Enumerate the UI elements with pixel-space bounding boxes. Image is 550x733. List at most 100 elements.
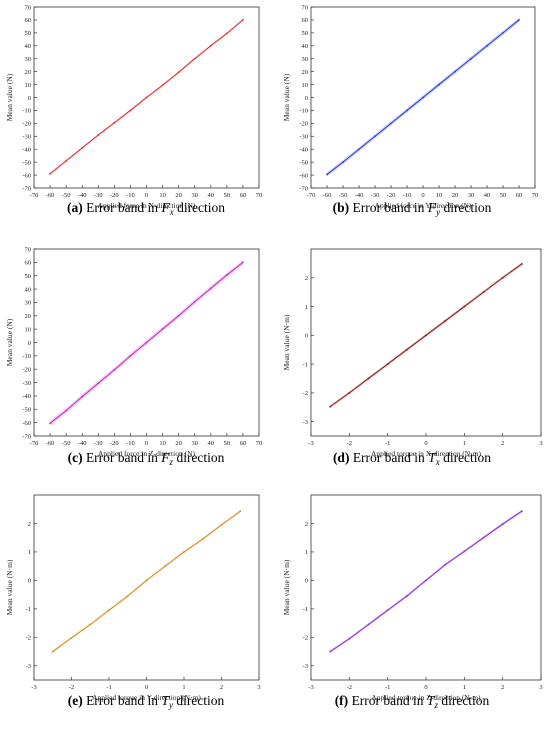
caption-text: Error band in [352,200,427,215]
caption: (b) Error band in Fy direction [333,200,492,217]
caption-symbol: F [160,200,170,215]
caption: (a) Error band in Fx direction [67,200,225,217]
y-tick-label: 10 [302,82,309,89]
y-tick-label: 0 [28,340,31,347]
caption-text: Error band in [86,450,161,465]
caption-label: (a) [67,200,86,215]
x-tick-label: -30 [94,192,103,199]
y-tick-label: 20 [302,69,309,76]
x-tick-label: 0 [145,684,148,691]
x-tick-label: 20 [452,192,459,199]
x-tick-label: 70 [532,192,539,199]
x-tick-label: -60 [323,192,332,199]
x-tick-label: 60 [516,192,523,199]
y-tick-label: 1 [28,549,31,556]
y-axis-label: Mean value (N) [282,73,291,121]
data-point [444,320,447,322]
y-axis-label: Mean value (N·m) [282,314,291,370]
data-point [193,57,196,60]
data-point [49,172,51,175]
data-point [164,565,167,568]
y-tick-label: -50 [299,159,308,166]
caption-label: (f) [335,693,352,708]
data-point [342,161,344,164]
y-tick-label: -70 [22,433,31,440]
x-tick-label: 2 [501,684,504,691]
x-tick-label: 40 [484,192,491,199]
x-tick-label: -3 [308,440,313,447]
data-point [183,551,185,553]
x-tick-label: 30 [468,192,475,199]
caption-suffix: direction [174,200,226,215]
x-tick-label: -50 [62,192,71,199]
x-tick-label: 70 [256,192,263,199]
y-tick-label: 50 [25,30,32,37]
y-tick-label: 70 [25,246,32,253]
data-point [367,377,370,380]
data-point [486,44,488,47]
caption-symbol: F [427,200,437,215]
data-point [113,368,116,371]
x-tick-label: -50 [339,192,348,199]
y-tick-label: 70 [25,4,32,11]
x-tick-label: -10 [126,192,135,199]
data-point [518,19,520,21]
x-tick-label: 20 [175,192,182,199]
x-tick-label: -1 [106,684,111,691]
x-tick-label: 50 [224,192,231,199]
y-tick-label: -40 [299,147,308,154]
data-point [482,291,485,294]
x-tick-label: 1 [463,684,466,691]
chart-f: -3 -2 -1 0 1 2 3 -3 -2 -1 0 1 2 Applied torque in Z-d… [282,494,543,710]
y-axis-label: Mean value (N·m) [5,559,14,615]
data-point [405,348,408,351]
data-point [242,19,244,21]
y-tick-label: -3 [26,663,31,670]
y-tick-label: 50 [25,273,32,280]
data-point [161,328,164,331]
data-point [161,84,164,87]
x-tick-label: -10 [126,440,135,447]
caption-suffix: direction [438,693,490,708]
y-axis-label: Mean value (N·m) [282,559,291,615]
caption-subscript: x [435,457,440,467]
data-point [129,354,132,357]
x-tick-label: -2 [69,684,74,691]
caption-text: Error band in [352,693,427,708]
y-tick-label: 0 [305,333,308,340]
data-point [145,579,148,582]
data-point [201,538,204,541]
x-tick-label: -60 [46,192,55,199]
x-tick-label: -2 [347,440,352,447]
y-tick-label: -50 [22,407,31,414]
data-point [225,274,228,276]
data-point [113,121,116,124]
y-tick-label: 40 [25,43,32,50]
y-tick-label: 2 [305,521,308,528]
y-tick-label: 50 [302,30,309,37]
data-point [386,363,389,365]
y-tick-label: 1 [305,304,308,311]
data-point [425,334,427,337]
data-point [502,31,504,34]
caption-suffix: direction [440,450,492,465]
y-tick-label: 20 [25,69,32,76]
data-point [329,650,332,653]
data-point [65,409,68,412]
x-tick-label: -20 [110,440,119,447]
x-tick-label: 30 [191,440,198,447]
x-tick-label: -30 [371,192,380,199]
y-tick-label: 2 [305,275,308,282]
y-tick-label: -1 [303,361,308,368]
x-tick-label: 2 [220,684,223,691]
x-tick-label: -70 [307,192,316,199]
data-point [374,135,376,138]
data-point [463,305,466,308]
data-point [444,563,447,566]
x-tick-label: 2 [501,440,504,447]
data-point [177,314,180,317]
data-point [390,122,392,125]
caption-subscript: z [169,457,174,467]
caption: (f) Error band in Tz direction [335,693,490,710]
data-point [126,595,129,597]
